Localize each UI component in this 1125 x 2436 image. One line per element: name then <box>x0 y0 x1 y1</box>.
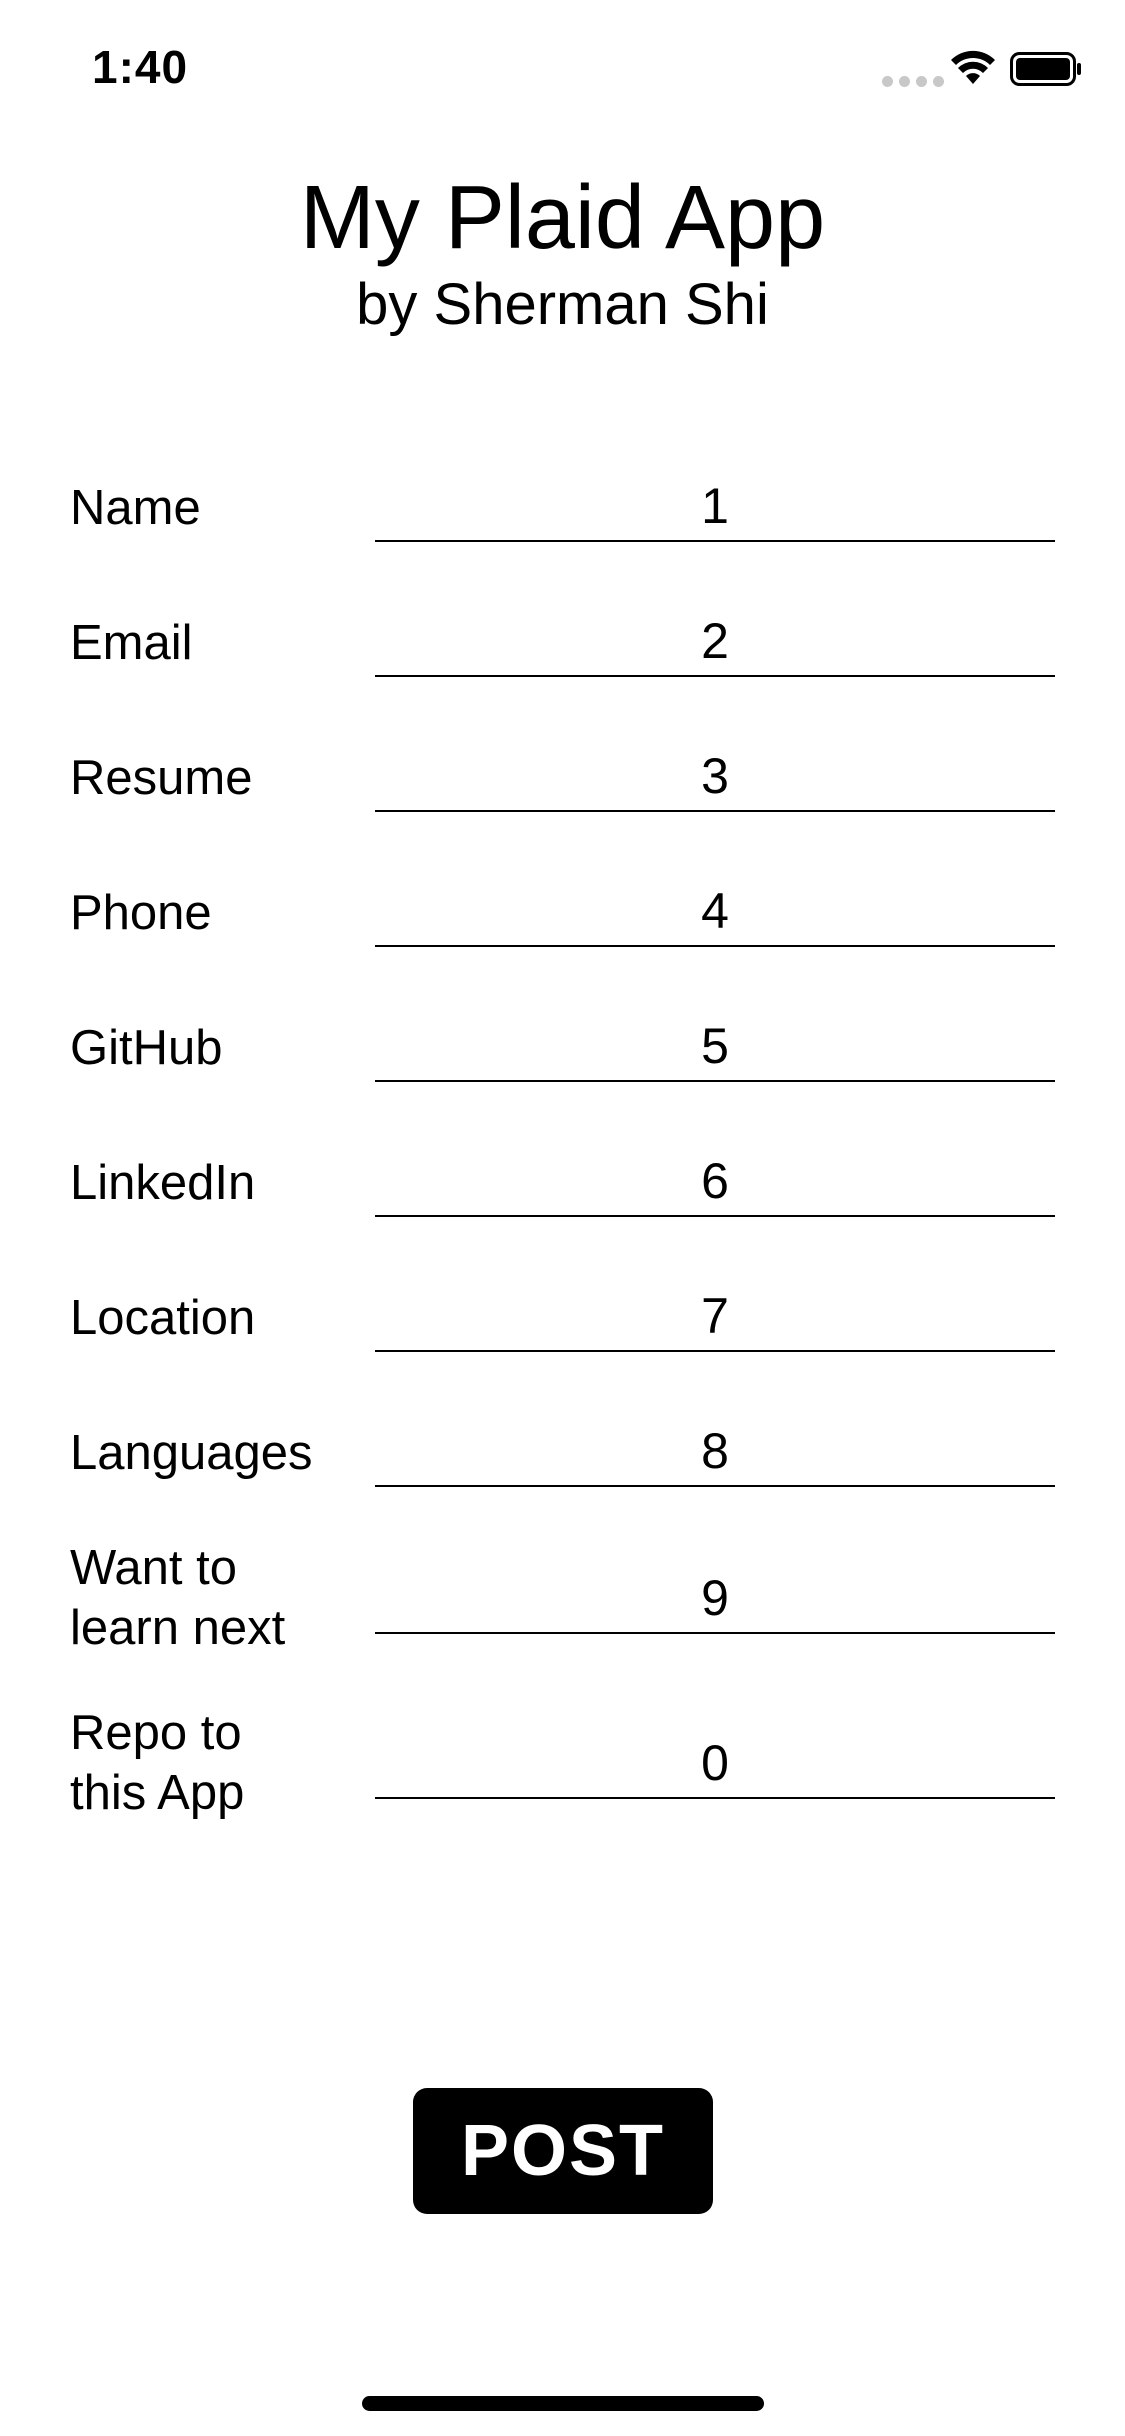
languages-label: Languages <box>70 1426 313 1480</box>
signal-icon <box>882 76 944 87</box>
want-to-learn-label: Want to learn next <box>70 1538 370 1658</box>
location-field[interactable] <box>375 1282 1055 1352</box>
languages-field[interactable] <box>375 1417 1055 1487</box>
phone-field[interactable] <box>375 877 1055 947</box>
home-indicator[interactable] <box>362 2396 764 2411</box>
name-label: Name <box>70 481 201 535</box>
repo-label-line1: Repo to <box>70 1706 242 1760</box>
resume-label: Resume <box>70 751 253 805</box>
github-field[interactable] <box>375 1012 1055 1082</box>
repo-label-line2: this App <box>70 1766 245 1820</box>
post-button[interactable]: POST <box>413 2088 713 2214</box>
battery-icon <box>1010 52 1081 86</box>
name-field[interactable] <box>375 472 1055 542</box>
app-subtitle: by Sherman Shi <box>356 272 769 337</box>
want-to-learn-field[interactable] <box>375 1564 1055 1634</box>
resume-field[interactable] <box>375 742 1055 812</box>
wifi-icon <box>951 50 995 84</box>
linkedin-label: LinkedIn <box>70 1156 256 1210</box>
email-field[interactable] <box>375 607 1055 677</box>
status-bar: 1:40 <box>0 0 1125 132</box>
location-label: Location <box>70 1291 256 1345</box>
want-to-learn-label-line2: learn next <box>70 1601 286 1655</box>
repo-label: Repo to this App <box>70 1703 370 1823</box>
linkedin-field[interactable] <box>375 1147 1055 1217</box>
github-label: GitHub <box>70 1021 223 1075</box>
phone-label: Phone <box>70 886 212 940</box>
app-title: My Plaid App <box>299 168 826 268</box>
status-time: 1:40 <box>92 41 189 93</box>
repo-field[interactable] <box>375 1729 1055 1799</box>
email-label: Email <box>70 616 193 670</box>
want-to-learn-label-line1: Want to <box>70 1541 238 1595</box>
